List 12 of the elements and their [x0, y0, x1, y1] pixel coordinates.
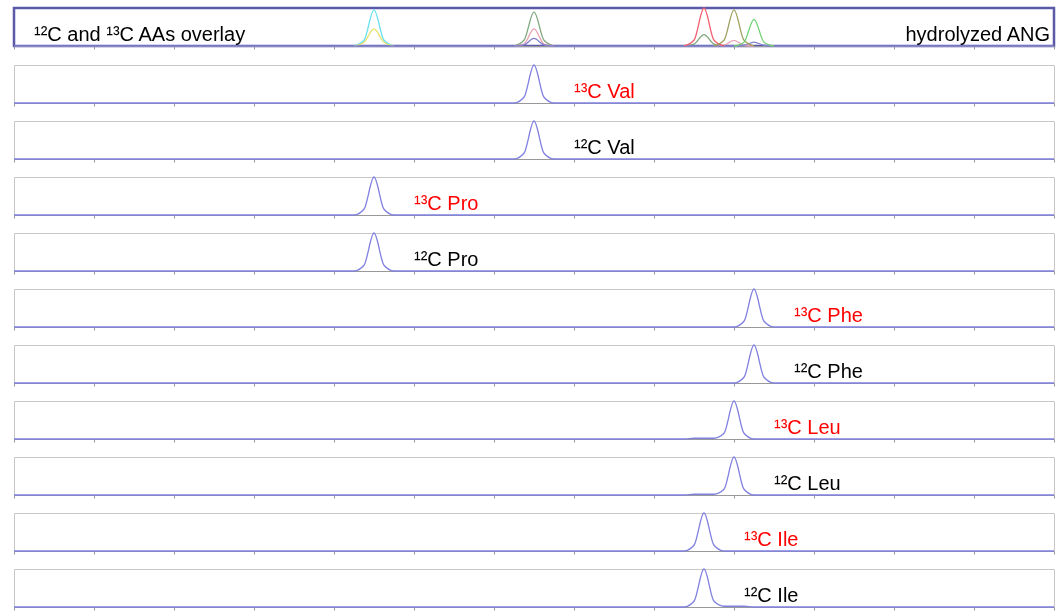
series-label: ¹²C Leu — [774, 472, 841, 494]
text: ¹²C and ¹³C AAs overlay — [34, 23, 246, 45]
series-label: ¹³C Val — [574, 80, 635, 102]
series-label: ¹²C Phe — [794, 360, 863, 382]
series-label: ¹³C Leu — [774, 416, 841, 438]
series-label: ¹²C Val — [574, 136, 635, 158]
series-label: ¹²C Pro — [414, 248, 479, 270]
series-label: ¹³C Pro — [414, 192, 479, 214]
annotation: hydrolyzed ANG — [905, 23, 1050, 45]
series-label: ¹³C Phe — [794, 304, 863, 326]
series-label: ¹³C Ile — [744, 528, 799, 550]
series-label: ¹²C Ile — [744, 584, 799, 606]
